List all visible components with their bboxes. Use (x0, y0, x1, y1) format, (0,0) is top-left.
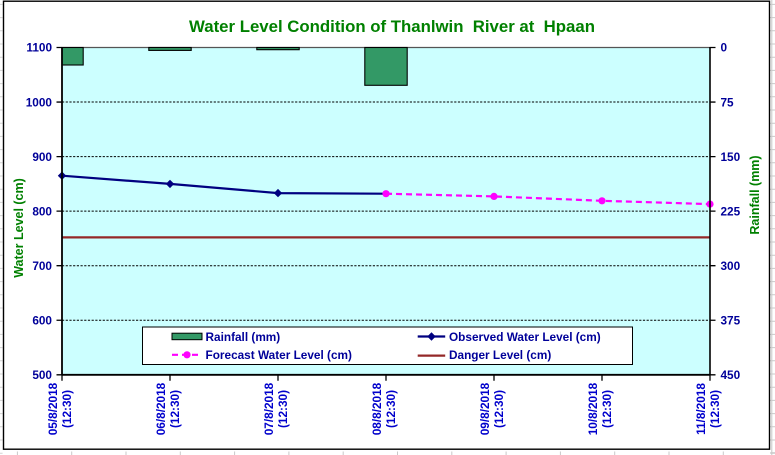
svg-text:06/8/2018: 06/8/2018 (154, 382, 168, 435)
svg-text:Observed Water Level (cm): Observed Water Level (cm) (449, 330, 601, 344)
svg-text:(12:30): (12:30) (600, 390, 614, 428)
svg-text:150: 150 (721, 150, 741, 164)
svg-text:(12:30): (12:30) (708, 390, 722, 428)
svg-text:08/8/2018: 08/8/2018 (370, 382, 384, 435)
svg-text:Water Level (cm): Water Level (cm) (12, 178, 26, 278)
svg-text:Rainfall (mm): Rainfall (mm) (206, 330, 281, 344)
svg-text:1000: 1000 (26, 95, 53, 109)
svg-text:Rainfall (mm): Rainfall (mm) (748, 155, 762, 234)
svg-text:Danger Level (cm): Danger Level (cm) (449, 348, 551, 362)
svg-text:09/8/2018: 09/8/2018 (478, 382, 492, 435)
svg-text:(12:30): (12:30) (276, 390, 290, 428)
svg-text:11/8/2018: 11/8/2018 (694, 383, 708, 435)
svg-text:0: 0 (721, 41, 728, 55)
svg-text:10/8/2018: 10/8/2018 (586, 382, 600, 435)
svg-text:450: 450 (721, 368, 741, 382)
svg-text:800: 800 (32, 204, 52, 218)
svg-text:(12:30): (12:30) (168, 390, 182, 428)
svg-text:500: 500 (32, 368, 52, 382)
svg-text:Forecast Water Level (cm): Forecast Water Level (cm) (206, 348, 352, 362)
svg-text:225: 225 (721, 204, 741, 218)
svg-text:05/8/2018: 05/8/2018 (46, 382, 60, 435)
svg-text:07/8/2018: 07/8/2018 (262, 382, 276, 435)
svg-text:(12:30): (12:30) (60, 390, 74, 428)
svg-text:700: 700 (32, 259, 52, 273)
svg-text:600: 600 (32, 313, 52, 327)
svg-text:Water Level Condition of Thanl: Water Level Condition of Thanlwin River … (189, 17, 595, 36)
svg-text:75: 75 (721, 95, 735, 109)
svg-text:300: 300 (721, 259, 741, 273)
svg-text:(12:30): (12:30) (492, 390, 506, 428)
svg-text:900: 900 (32, 150, 52, 164)
svg-text:(12:30): (12:30) (384, 390, 398, 428)
svg-text:375: 375 (721, 313, 741, 327)
svg-text:1100: 1100 (26, 41, 52, 55)
